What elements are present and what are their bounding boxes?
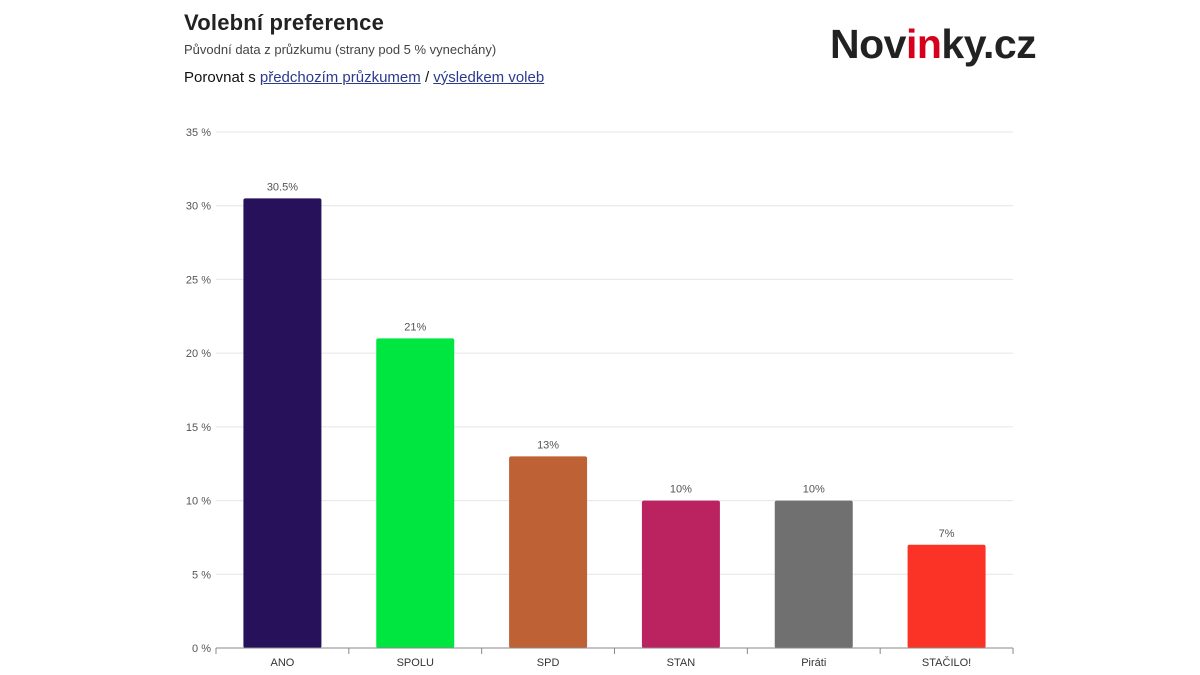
compare-separator: /	[420, 69, 434, 86]
chart-title: Volební preference	[184, 10, 385, 35]
y-axis-ticks: 0 % 5 % 10 % 15 % 20 % 25 % 30 % 35 %	[186, 127, 211, 655]
y-tick-label: 10 %	[186, 496, 211, 508]
grid-lines	[216, 131, 1013, 575]
y-tick-label: 0 %	[192, 643, 211, 655]
x-tick-label: Piráti	[801, 657, 826, 669]
bars	[243, 198, 986, 649]
x-tick-label: SPOLU	[397, 657, 434, 669]
previous-poll-link[interactable]: předchozím průzkumem	[259, 69, 421, 86]
compare-prefix: Porovnat s	[184, 69, 260, 86]
bar[interactable]	[907, 544, 986, 648]
bar-value-label: 30.5%	[267, 181, 298, 193]
y-tick-label: 15 %	[186, 422, 211, 434]
value-labels: 30.5% 21% 13% 10% 10% 7%	[267, 181, 955, 539]
x-tick-label: SPD	[537, 657, 560, 669]
bar-value-label: 21%	[404, 321, 426, 333]
bar[interactable]	[774, 500, 853, 648]
novinky-logo[interactable]: Novinky.cz	[830, 21, 1037, 67]
y-tick-label: 25 %	[186, 274, 211, 286]
y-tick-label: 20 %	[186, 348, 211, 360]
bar[interactable]	[509, 456, 588, 648]
logo-part-2: in	[905, 21, 942, 67]
chart-subtitle: Původní data z průzkumu (strany pod 5 % …	[184, 42, 497, 57]
bar-value-label: 7%	[939, 528, 955, 540]
logo-part-3: ky.cz	[941, 21, 1037, 67]
x-tick-label: ANO	[270, 657, 294, 669]
y-tick-label: 5 %	[192, 569, 211, 581]
y-tick-label: 35 %	[186, 127, 211, 139]
y-tick-label: 30 %	[186, 201, 211, 213]
x-axis: ANO SPOLU SPD STAN Piráti STAČILO!	[215, 647, 1014, 669]
logo-part-1: Nov	[830, 21, 906, 67]
bar[interactable]	[243, 198, 322, 649]
compare-line: Porovnat s předchozím průzkumem / výsled…	[184, 69, 544, 86]
bar-value-label: 13%	[537, 439, 559, 451]
bar[interactable]	[376, 338, 455, 648]
bar[interactable]	[641, 500, 720, 648]
bar-value-label: 10%	[670, 484, 692, 496]
x-tick-label: STAČILO!	[922, 656, 971, 669]
election-result-link[interactable]: výsledkem voleb	[433, 69, 545, 86]
x-tick-label: STAN	[667, 657, 696, 669]
bar-value-label: 10%	[803, 484, 825, 496]
